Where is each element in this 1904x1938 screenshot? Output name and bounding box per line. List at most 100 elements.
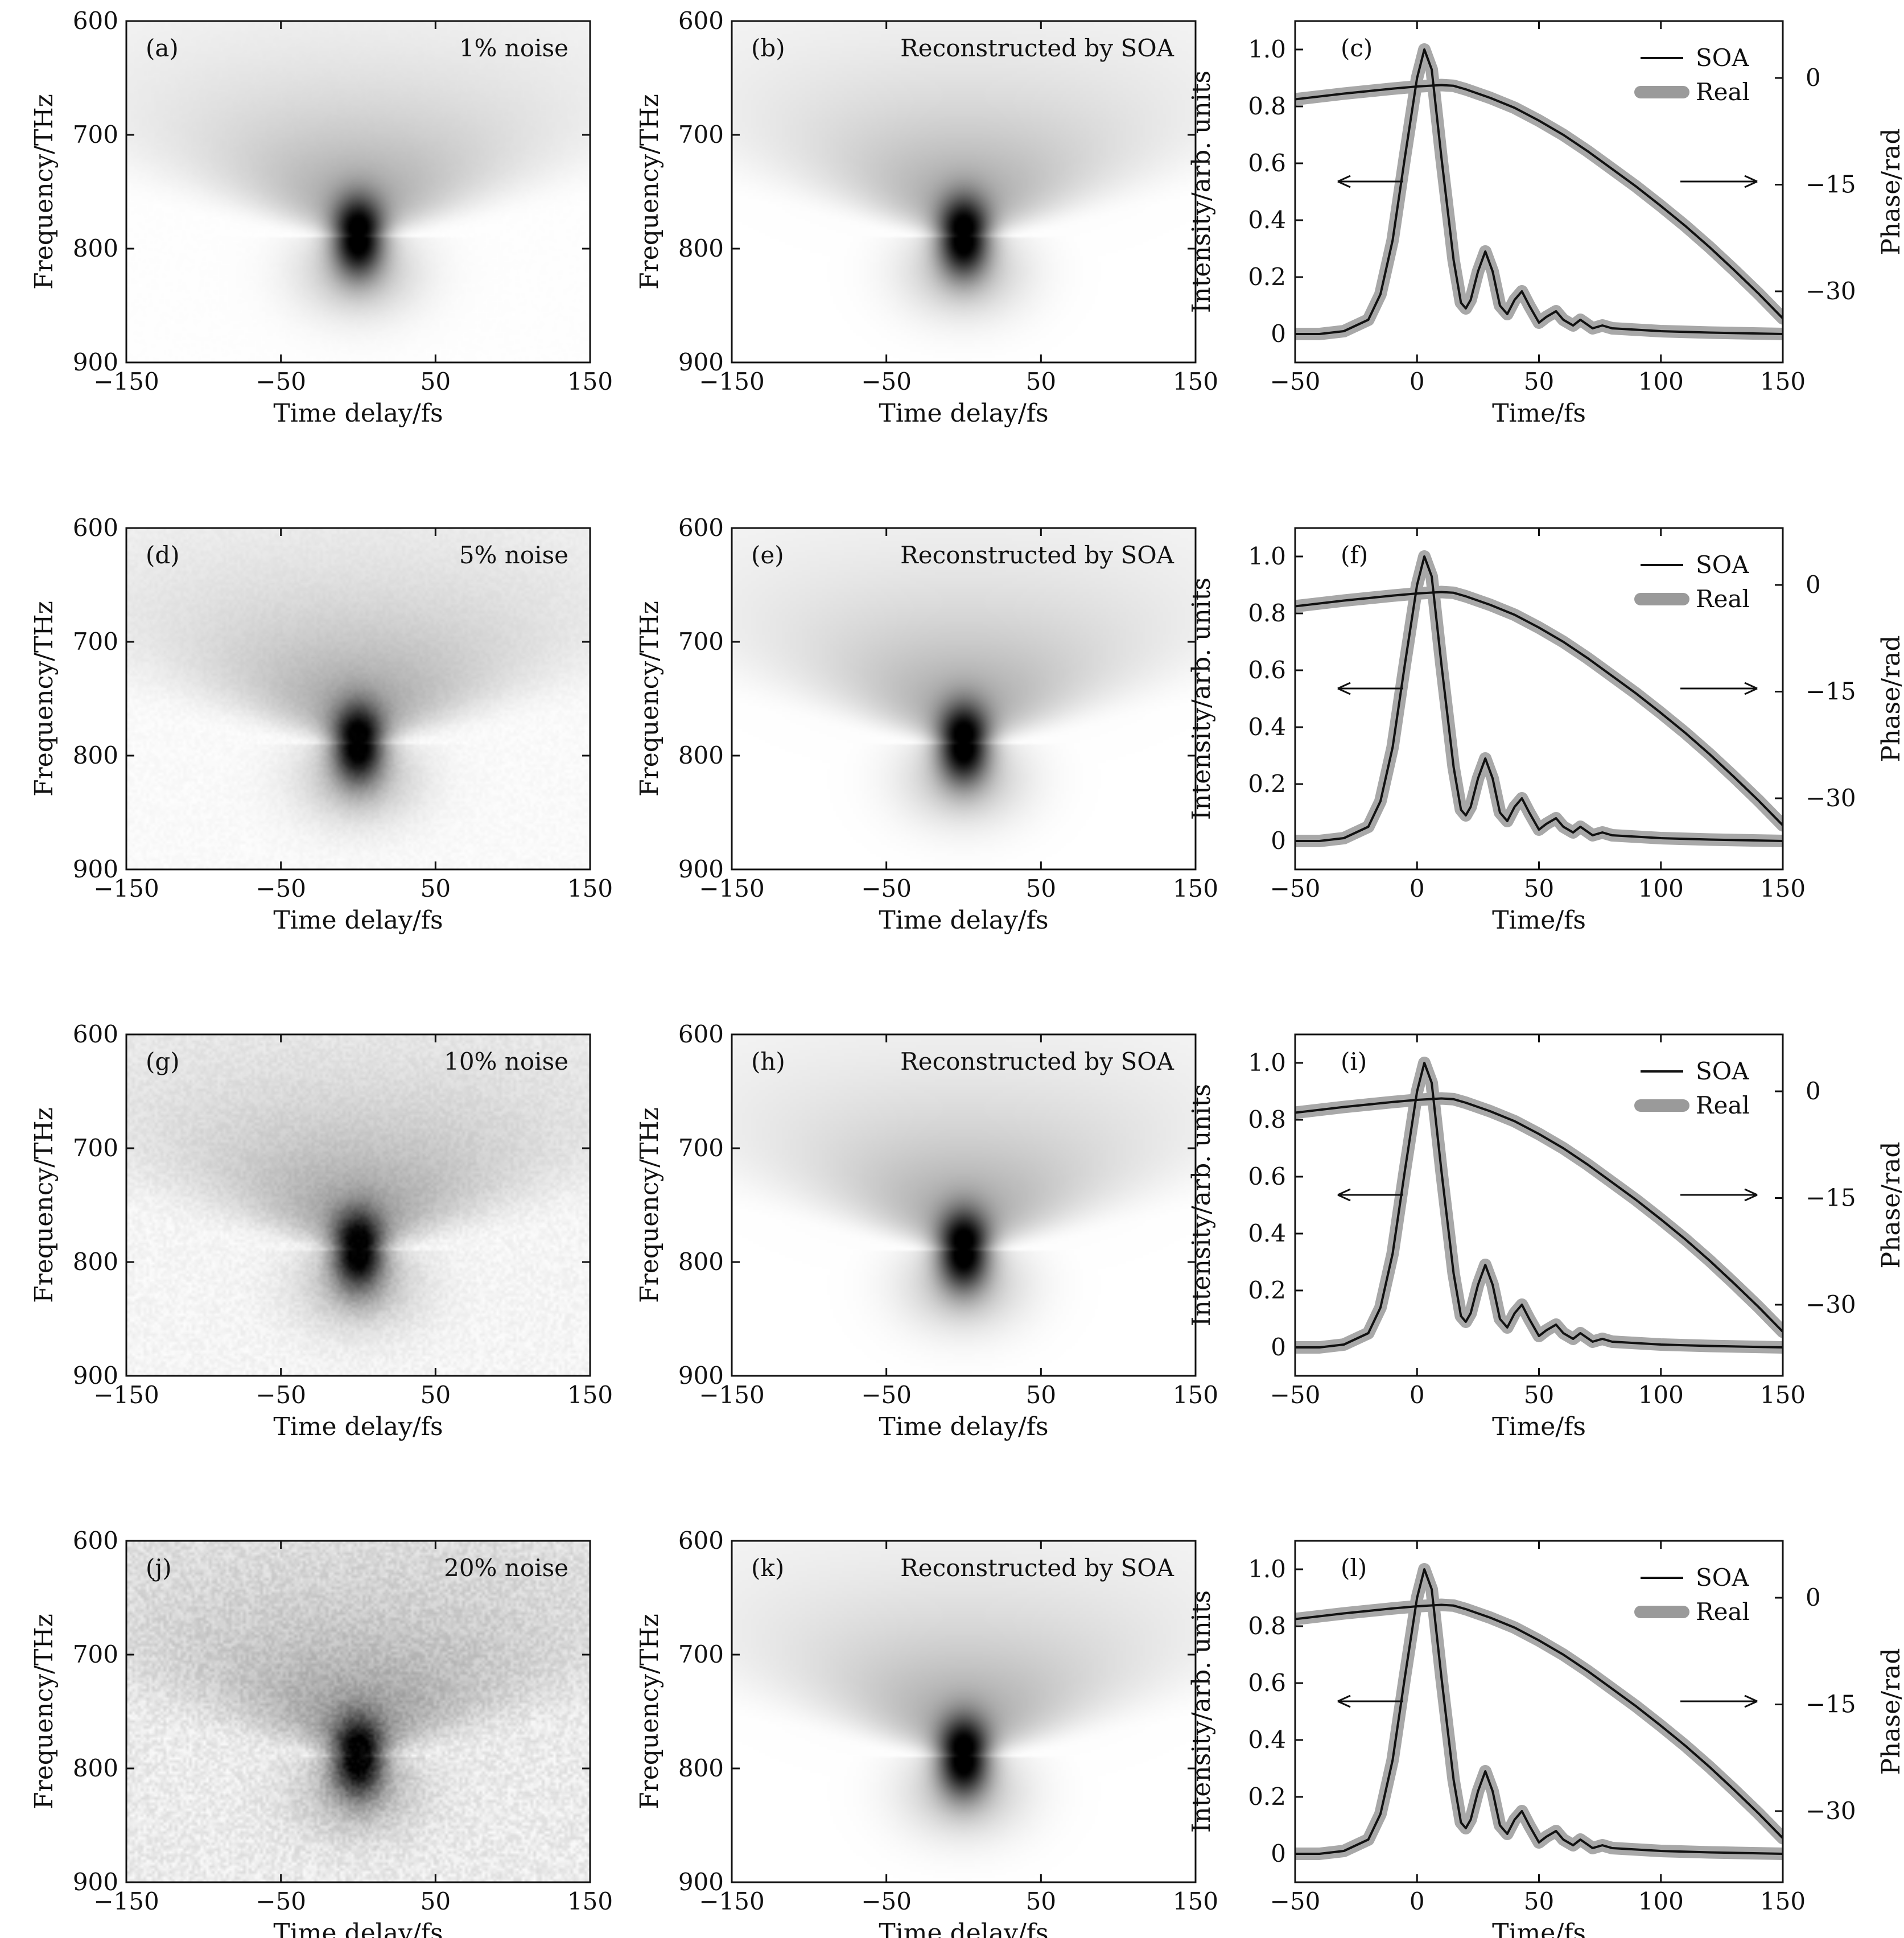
- x-tick-label: 0: [1410, 1381, 1425, 1409]
- y-axis-label: Frequency/THz: [635, 601, 664, 797]
- x-tick-label: 100: [1638, 1381, 1684, 1409]
- y-tick-label: 700: [678, 1134, 724, 1162]
- y-tick-label: 700: [73, 1134, 118, 1162]
- x-tick-label: −50: [1270, 368, 1321, 395]
- y-tick-label: 0: [1271, 1333, 1286, 1361]
- spectrogram-panel-e: −150 −50 50 150 600 700 800 900 Time delay/fs Fre…: [635, 514, 1218, 935]
- y-tick-label: 0.2: [1248, 263, 1286, 291]
- y-tick-label: 0.2: [1248, 1276, 1286, 1304]
- x-tick-label: −150: [93, 368, 159, 395]
- legend-soa-label: SOA: [1696, 1564, 1749, 1591]
- x-tick-label: −150: [93, 1887, 159, 1915]
- y-tick-label: 700: [678, 628, 724, 655]
- spectrogram-image: [732, 528, 1196, 869]
- y-tick-label: 0: [1271, 1840, 1286, 1867]
- y-tick-label: 800: [73, 1248, 118, 1276]
- x-tick-label: 150: [567, 368, 613, 395]
- y-axis-label: Frequency/THz: [30, 94, 59, 290]
- legend-real-label: Real: [1696, 1598, 1750, 1626]
- x-tick-label: −150: [93, 875, 159, 902]
- x-tick-label: 0: [1410, 875, 1425, 902]
- y-axis-label: Intensity/arb. units: [1187, 71, 1216, 313]
- spectrogram-image: [732, 1541, 1196, 1882]
- x-tick-label: 150: [1760, 875, 1806, 902]
- y-tick-label: 0.8: [1248, 1612, 1286, 1640]
- y-tick-label: 700: [73, 1640, 118, 1668]
- x-axis-label: Time delay/fs: [273, 399, 443, 428]
- x-tick-label: 150: [1760, 1887, 1806, 1915]
- y2-axis-label: Phase/rad: [1877, 128, 1904, 255]
- left-axis-arrow-head: [1337, 175, 1351, 188]
- spectrogram-panel-d: −150 −50 50 150 600 700 800 900 Time delay/fs Fre…: [30, 514, 613, 935]
- x-tick-label: 150: [1173, 368, 1218, 395]
- y2-tick-label: −15: [1806, 1690, 1856, 1718]
- y-tick-label: 700: [73, 628, 118, 655]
- x-tick-label: 50: [1026, 368, 1056, 395]
- spectrogram-panel-g: −150 −50 50 150 600 700 800 900 Time delay/fs Fre…: [30, 1020, 613, 1441]
- y2-tick-label: −15: [1806, 1184, 1856, 1212]
- spectrogram-panel-a: −150 −50 50 150 600 700 800 900 Time delay/fs Fre…: [30, 7, 613, 428]
- left-axis-arrow-head: [1337, 1694, 1351, 1708]
- panel-annotation: 5% noise: [459, 541, 568, 569]
- legend-real-label: Real: [1696, 78, 1750, 106]
- y-tick-label: 900: [73, 348, 118, 376]
- x-tick-label: 150: [1760, 1381, 1806, 1409]
- y-tick-label: 0.6: [1248, 1162, 1286, 1190]
- y-tick-label: 800: [678, 1754, 724, 1782]
- right-axis-arrow-head: [1744, 1188, 1758, 1202]
- intensity-soa-curve: [1295, 1062, 1783, 1349]
- spectrogram-panel-j: −150 −50 50 150 600 700 800 900 Time delay/fs Fre…: [30, 1527, 613, 1938]
- x-tick-label: −50: [861, 875, 912, 902]
- y-tick-label: 700: [678, 1640, 724, 1668]
- plot-frame: [125, 527, 591, 871]
- x-tick-label: −50: [1270, 1381, 1321, 1409]
- y2-tick-label: 0: [1806, 571, 1821, 599]
- intensity-soa-curve: [1295, 555, 1783, 842]
- x-tick-label: 50: [1026, 875, 1056, 902]
- legend-soa-label: SOA: [1696, 551, 1749, 579]
- panel-label: (f): [1341, 541, 1368, 569]
- intensity-soa-curve: [1295, 48, 1783, 335]
- spectrogram-panel-k: −150 −50 50 150 600 700 800 900 Time delay/fs Fre…: [635, 1527, 1218, 1938]
- y-tick-label: 0.8: [1248, 599, 1286, 627]
- panel-label: (l): [1341, 1554, 1367, 1582]
- y-tick-label: 800: [678, 234, 724, 262]
- y-tick-label: 0.8: [1248, 92, 1286, 120]
- y-axis-label: Frequency/THz: [30, 1107, 59, 1303]
- y-tick-label: 900: [678, 1362, 724, 1389]
- x-tick-label: 0: [1410, 368, 1425, 395]
- x-axis-label: Time delay/fs: [273, 1919, 443, 1938]
- x-axis-label: Time/fs: [1492, 1919, 1586, 1938]
- y2-axis-label: Phase/rad: [1877, 635, 1904, 762]
- y2-tick-label: −30: [1806, 784, 1856, 812]
- y2-tick-label: −30: [1806, 1290, 1856, 1318]
- y-tick-label: 900: [678, 1868, 724, 1896]
- y-axis-label: Frequency/THz: [635, 1107, 664, 1303]
- y-tick-label: 800: [678, 741, 724, 769]
- legend-real-label: Real: [1696, 1091, 1750, 1119]
- pulse-panel-f: −50 0 50 100 150 0 0.2 0.4 0.6 0.8 1.0 0 −15 −30 Time/…: [1187, 527, 1904, 935]
- y-axis-label: Intensity/arb. units: [1187, 578, 1216, 820]
- x-tick-label: −150: [699, 875, 764, 902]
- y-tick-label: 600: [678, 1020, 724, 1048]
- x-axis-label: Time delay/fs: [879, 399, 1048, 428]
- legend-soa-label: SOA: [1696, 44, 1749, 72]
- x-tick-label: −50: [1270, 875, 1321, 902]
- panel-label: (c): [1341, 34, 1373, 62]
- x-tick-label: 150: [567, 875, 613, 902]
- y-axis-label: Frequency/THz: [30, 601, 59, 797]
- x-tick-label: 50: [1026, 1381, 1056, 1409]
- x-tick-label: −50: [255, 875, 306, 902]
- panel-annotation: Reconstructed by SOA: [900, 541, 1174, 569]
- panel-label: (j): [146, 1554, 172, 1582]
- x-tick-label: 50: [1524, 1381, 1554, 1409]
- panel-label: (i): [1341, 1048, 1367, 1075]
- panel-label: (g): [146, 1048, 180, 1075]
- legend-soa-label: SOA: [1696, 1057, 1749, 1085]
- y-tick-label: 0.6: [1248, 1669, 1286, 1697]
- pulse-panel-i: −50 0 50 100 150 0 0.2 0.4 0.6 0.8 1.0 0 −15 −30 Time/…: [1187, 1033, 1904, 1441]
- spectrogram-image: [732, 1034, 1196, 1376]
- y-tick-label: 900: [73, 855, 118, 883]
- x-axis-label: Time/fs: [1492, 906, 1586, 935]
- plot-frame: [731, 20, 1197, 364]
